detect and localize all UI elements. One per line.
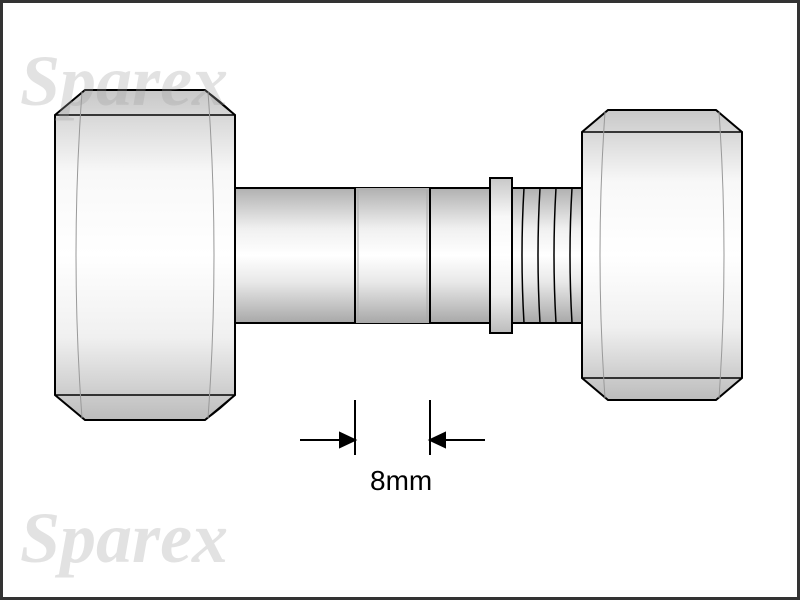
image-frame [0, 0, 800, 600]
